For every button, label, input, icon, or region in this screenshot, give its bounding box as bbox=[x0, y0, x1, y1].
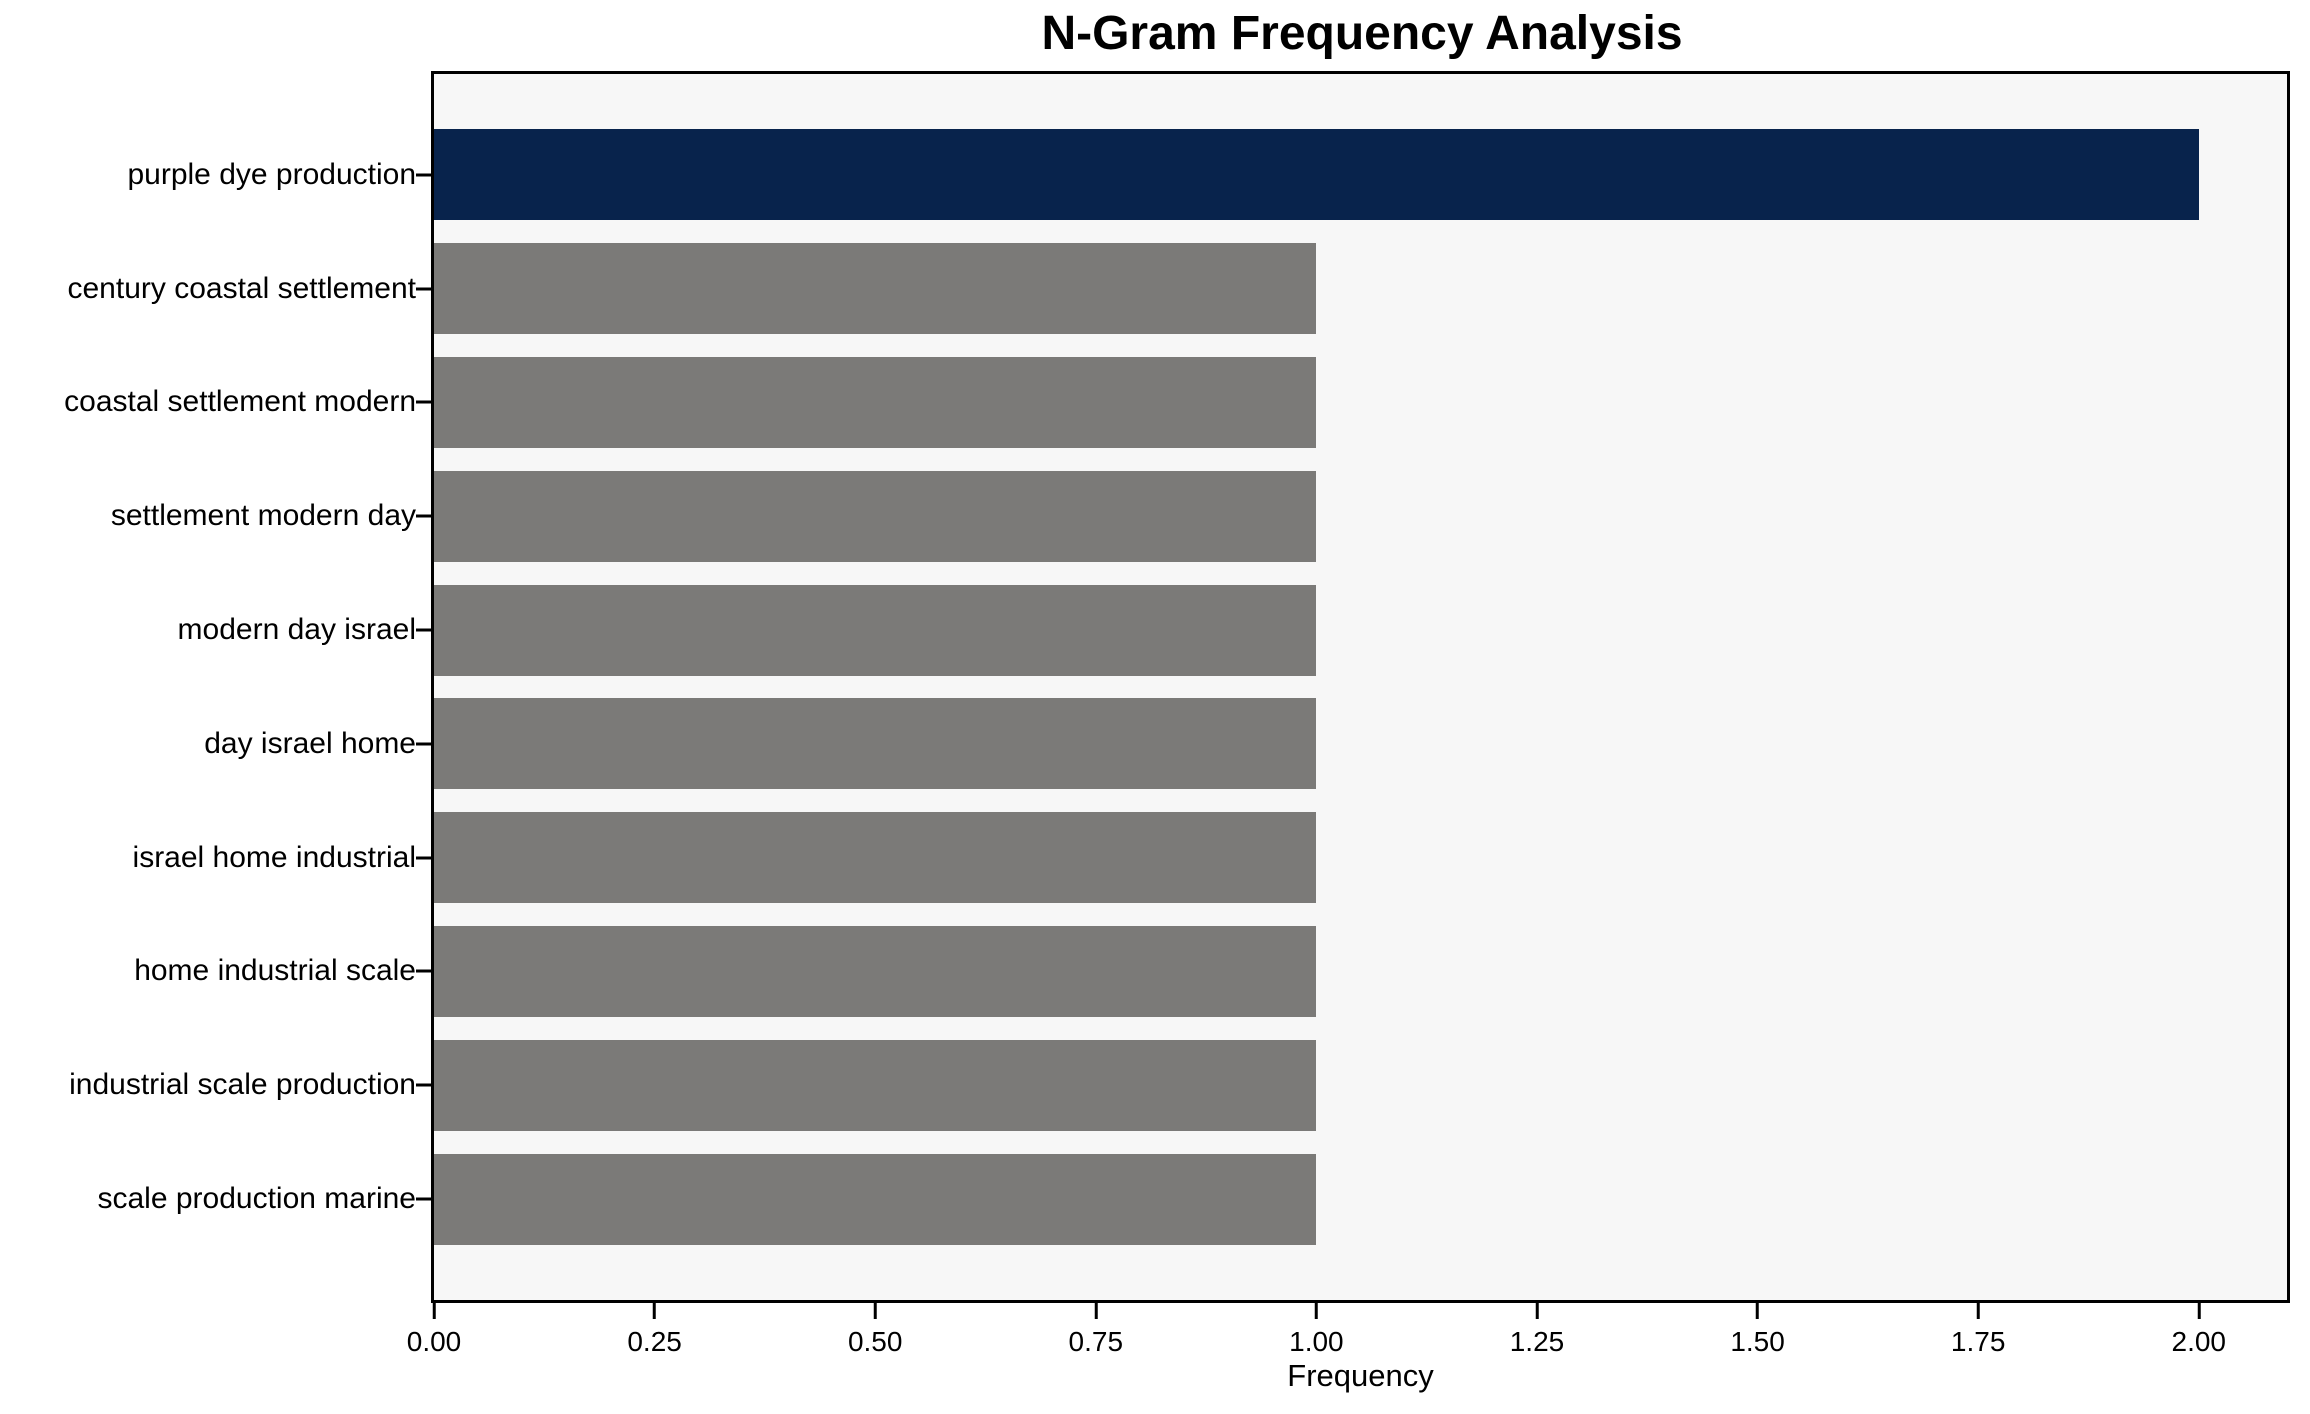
frequency-bar bbox=[434, 470, 1317, 562]
y-tick-mark bbox=[416, 856, 431, 860]
x-tick-mark bbox=[1535, 1303, 1539, 1319]
x-tick-label: 0.25 bbox=[627, 1326, 682, 1357]
y-tick-mark bbox=[416, 514, 431, 518]
bar-row: century coastal settlement bbox=[67, 232, 2287, 346]
x-tick-label: 1.75 bbox=[1950, 1326, 2006, 1357]
plot-area: purple dye production century coastal set… bbox=[64, 71, 2290, 1303]
y-tick-label: day israel home bbox=[204, 726, 416, 760]
y-tick-label: coastal settlement modern bbox=[64, 385, 416, 419]
frequency-bar bbox=[434, 1153, 1317, 1245]
x-tick: 0.50 bbox=[847, 1303, 903, 1358]
x-tick: 1.25 bbox=[1509, 1303, 1565, 1358]
x-tick-label: 0.75 bbox=[1068, 1326, 1124, 1357]
y-tick-mark bbox=[416, 742, 431, 746]
frequency-bar bbox=[434, 243, 1317, 335]
bar-row: settlement modern day bbox=[111, 459, 2287, 573]
x-tick-mark bbox=[1756, 1303, 1760, 1319]
x-tick-mark bbox=[432, 1303, 436, 1319]
x-tick: 2.00 bbox=[2171, 1303, 2227, 1358]
x-tick: 1.00 bbox=[1289, 1303, 1344, 1358]
x-axis-label: Frequency bbox=[1287, 1358, 1434, 1393]
bar-row: industrial scale production bbox=[69, 1028, 2287, 1142]
x-tick-label: 1.25 bbox=[1509, 1326, 1565, 1357]
bar-row: scale production marine bbox=[97, 1142, 2287, 1256]
x-tick-mark bbox=[2197, 1303, 2201, 1319]
frequency-bar bbox=[434, 812, 1317, 904]
bar-row: home industrial scale bbox=[134, 915, 2287, 1029]
bar-row: day israel home bbox=[204, 687, 2287, 801]
x-tick-mark bbox=[873, 1303, 877, 1319]
x-tick-mark bbox=[1976, 1303, 1980, 1319]
frequency-bar bbox=[434, 698, 1317, 790]
frequency-bar bbox=[434, 356, 1317, 448]
x-tick: 0.75 bbox=[1068, 1303, 1124, 1358]
x-tick-label: 2.00 bbox=[2171, 1326, 2227, 1357]
frequency-bar bbox=[434, 1039, 1317, 1131]
y-tick-mark bbox=[416, 1083, 431, 1087]
x-tick: 1.75 bbox=[1950, 1303, 2006, 1358]
x-axis: 0.00 0.25 0.50 0.75 1.00 1.25 1.50 1.75 2.00 bbox=[407, 1303, 2287, 1373]
chart-title: N-Gram Frequency Analysis bbox=[1041, 7, 1683, 60]
y-tick-mark bbox=[416, 628, 431, 632]
x-tick-label: 0.50 bbox=[847, 1326, 903, 1357]
y-tick-label: scale production marine bbox=[97, 1182, 416, 1216]
y-tick-label: settlement modern day bbox=[110, 499, 416, 533]
y-tick-label: israel home industrial bbox=[132, 840, 416, 874]
y-tick-mark bbox=[416, 969, 431, 973]
x-tick-mark bbox=[1314, 1303, 1318, 1319]
x-tick-label: 1.50 bbox=[1730, 1326, 1785, 1357]
x-tick-mark bbox=[653, 1303, 657, 1319]
y-tick-mark bbox=[416, 1197, 431, 1201]
x-tick-label: 1.00 bbox=[1289, 1326, 1344, 1357]
bar-row: israel home industrial bbox=[133, 801, 2287, 915]
x-tick-label: 0.00 bbox=[406, 1326, 462, 1357]
x-tick: 1.50 bbox=[1730, 1303, 1785, 1358]
x-tick: 0.00 bbox=[406, 1303, 462, 1358]
x-tick-mark bbox=[1094, 1303, 1098, 1319]
x-tick: 0.25 bbox=[627, 1303, 682, 1358]
bar-row: modern day israel bbox=[178, 573, 2287, 687]
y-tick-mark bbox=[416, 400, 431, 404]
bar-row: coastal settlement modern bbox=[64, 346, 2287, 460]
y-tick-mark bbox=[416, 173, 431, 177]
frequency-bar bbox=[434, 584, 1317, 676]
y-tick-label: purple dye production bbox=[127, 157, 416, 191]
frequency-bar bbox=[434, 925, 1317, 1017]
y-tick-label: home industrial scale bbox=[134, 954, 416, 988]
y-tick-label: century coastal settlement bbox=[67, 271, 416, 305]
y-tick-label: modern day israel bbox=[177, 613, 416, 647]
frequency-bar bbox=[434, 129, 2199, 221]
y-tick-mark bbox=[416, 287, 431, 291]
bar-row: purple dye production bbox=[127, 118, 2287, 232]
y-tick-label: industrial scale production bbox=[69, 1068, 416, 1102]
